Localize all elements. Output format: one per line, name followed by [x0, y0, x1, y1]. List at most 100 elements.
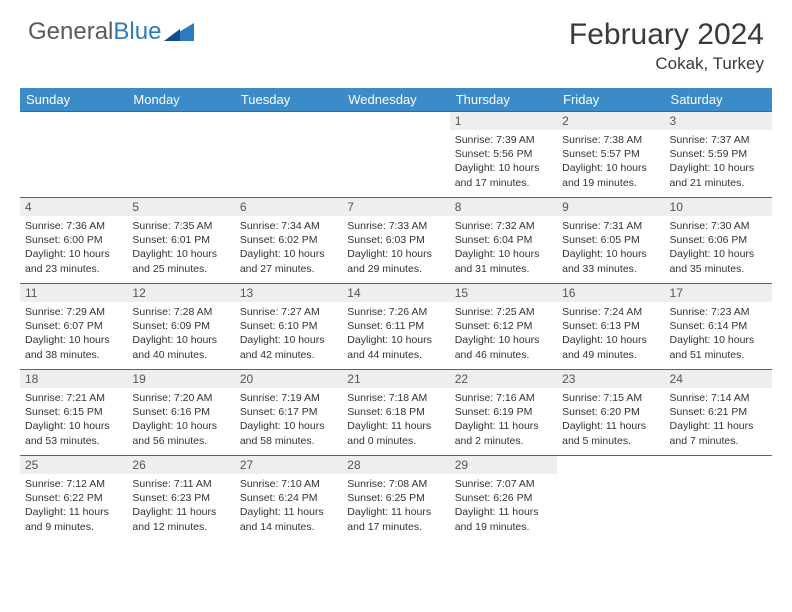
calendar-cell: [342, 111, 449, 197]
day-number: 12: [127, 284, 234, 302]
day-number: 4: [20, 198, 127, 216]
day-content: Sunrise: 7:38 AMSunset: 5:57 PMDaylight:…: [557, 130, 664, 194]
day-content: Sunrise: 7:14 AMSunset: 6:21 PMDaylight:…: [665, 388, 772, 452]
calendar-cell: 21Sunrise: 7:18 AMSunset: 6:18 PMDayligh…: [342, 369, 449, 455]
day-number: 8: [450, 198, 557, 216]
weekday-header: Thursday: [450, 88, 557, 111]
month-title: February 2024: [569, 18, 764, 52]
day-content: Sunrise: 7:26 AMSunset: 6:11 PMDaylight:…: [342, 302, 449, 366]
brand-text: GeneralBlue: [28, 18, 161, 46]
day-content: Sunrise: 7:21 AMSunset: 6:15 PMDaylight:…: [20, 388, 127, 452]
title-block: February 2024 Cokak, Turkey: [569, 18, 764, 74]
calendar-cell: 24Sunrise: 7:14 AMSunset: 6:21 PMDayligh…: [665, 369, 772, 455]
brand-triangle-icon: [164, 19, 194, 46]
calendar-cell: 4Sunrise: 7:36 AMSunset: 6:00 PMDaylight…: [20, 197, 127, 283]
weekday-header: Wednesday: [342, 88, 449, 111]
day-number: 20: [235, 370, 342, 388]
calendar-cell: 16Sunrise: 7:24 AMSunset: 6:13 PMDayligh…: [557, 283, 664, 369]
day-number: 15: [450, 284, 557, 302]
calendar-cell: 19Sunrise: 7:20 AMSunset: 6:16 PMDayligh…: [127, 369, 234, 455]
day-number: 17: [665, 284, 772, 302]
calendar-body: 1Sunrise: 7:39 AMSunset: 5:56 PMDaylight…: [20, 111, 772, 541]
day-content: Sunrise: 7:39 AMSunset: 5:56 PMDaylight:…: [450, 130, 557, 194]
calendar-cell: 23Sunrise: 7:15 AMSunset: 6:20 PMDayligh…: [557, 369, 664, 455]
day-content: Sunrise: 7:25 AMSunset: 6:12 PMDaylight:…: [450, 302, 557, 366]
day-content: Sunrise: 7:12 AMSunset: 6:22 PMDaylight:…: [20, 474, 127, 538]
calendar-cell: 8Sunrise: 7:32 AMSunset: 6:04 PMDaylight…: [450, 197, 557, 283]
day-content: Sunrise: 7:18 AMSunset: 6:18 PMDaylight:…: [342, 388, 449, 452]
weekday-header: Friday: [557, 88, 664, 111]
header: GeneralBlue February 2024 Cokak, Turkey: [0, 0, 792, 82]
day-content: Sunrise: 7:31 AMSunset: 6:05 PMDaylight:…: [557, 216, 664, 280]
day-content: Sunrise: 7:37 AMSunset: 5:59 PMDaylight:…: [665, 130, 772, 194]
day-number: 9: [557, 198, 664, 216]
calendar-row: 25Sunrise: 7:12 AMSunset: 6:22 PMDayligh…: [20, 455, 772, 541]
calendar-cell: 27Sunrise: 7:10 AMSunset: 6:24 PMDayligh…: [235, 455, 342, 541]
calendar-row: 18Sunrise: 7:21 AMSunset: 6:15 PMDayligh…: [20, 369, 772, 455]
calendar-cell: 9Sunrise: 7:31 AMSunset: 6:05 PMDaylight…: [557, 197, 664, 283]
day-number: 27: [235, 456, 342, 474]
day-content: Sunrise: 7:19 AMSunset: 6:17 PMDaylight:…: [235, 388, 342, 452]
day-number: 13: [235, 284, 342, 302]
calendar-cell: [557, 455, 664, 541]
day-number: 11: [20, 284, 127, 302]
day-content: Sunrise: 7:34 AMSunset: 6:02 PMDaylight:…: [235, 216, 342, 280]
weekday-header: Sunday: [20, 88, 127, 111]
day-content: Sunrise: 7:20 AMSunset: 6:16 PMDaylight:…: [127, 388, 234, 452]
calendar-cell: 2Sunrise: 7:38 AMSunset: 5:57 PMDaylight…: [557, 111, 664, 197]
calendar-cell: [127, 111, 234, 197]
day-content: Sunrise: 7:35 AMSunset: 6:01 PMDaylight:…: [127, 216, 234, 280]
day-number: 29: [450, 456, 557, 474]
calendar-cell: 6Sunrise: 7:34 AMSunset: 6:02 PMDaylight…: [235, 197, 342, 283]
calendar-cell: 1Sunrise: 7:39 AMSunset: 5:56 PMDaylight…: [450, 111, 557, 197]
day-content: Sunrise: 7:30 AMSunset: 6:06 PMDaylight:…: [665, 216, 772, 280]
day-number: 24: [665, 370, 772, 388]
day-content: Sunrise: 7:24 AMSunset: 6:13 PMDaylight:…: [557, 302, 664, 366]
calendar-cell: 26Sunrise: 7:11 AMSunset: 6:23 PMDayligh…: [127, 455, 234, 541]
day-number: 22: [450, 370, 557, 388]
calendar-cell: 10Sunrise: 7:30 AMSunset: 6:06 PMDayligh…: [665, 197, 772, 283]
day-number: 25: [20, 456, 127, 474]
calendar-cell: 7Sunrise: 7:33 AMSunset: 6:03 PMDaylight…: [342, 197, 449, 283]
calendar-row: 4Sunrise: 7:36 AMSunset: 6:00 PMDaylight…: [20, 197, 772, 283]
day-number: 7: [342, 198, 449, 216]
calendar-cell: [665, 455, 772, 541]
weekday-header: Monday: [127, 88, 234, 111]
day-content: Sunrise: 7:27 AMSunset: 6:10 PMDaylight:…: [235, 302, 342, 366]
calendar-row: 1Sunrise: 7:39 AMSunset: 5:56 PMDaylight…: [20, 111, 772, 197]
calendar-cell: 22Sunrise: 7:16 AMSunset: 6:19 PMDayligh…: [450, 369, 557, 455]
brand-part2: Blue: [113, 18, 161, 45]
day-number: 2: [557, 112, 664, 130]
brand-logo: GeneralBlue: [28, 18, 194, 46]
calendar-row: 11Sunrise: 7:29 AMSunset: 6:07 PMDayligh…: [20, 283, 772, 369]
day-content: Sunrise: 7:32 AMSunset: 6:04 PMDaylight:…: [450, 216, 557, 280]
weekday-header-row: SundayMondayTuesdayWednesdayThursdayFrid…: [20, 88, 772, 111]
calendar-cell: 14Sunrise: 7:26 AMSunset: 6:11 PMDayligh…: [342, 283, 449, 369]
calendar-cell: 18Sunrise: 7:21 AMSunset: 6:15 PMDayligh…: [20, 369, 127, 455]
day-content: Sunrise: 7:16 AMSunset: 6:19 PMDaylight:…: [450, 388, 557, 452]
day-number: 6: [235, 198, 342, 216]
weekday-header: Saturday: [665, 88, 772, 111]
weekday-header: Tuesday: [235, 88, 342, 111]
day-number: 1: [450, 112, 557, 130]
calendar-cell: 17Sunrise: 7:23 AMSunset: 6:14 PMDayligh…: [665, 283, 772, 369]
day-content: Sunrise: 7:33 AMSunset: 6:03 PMDaylight:…: [342, 216, 449, 280]
calendar-cell: 11Sunrise: 7:29 AMSunset: 6:07 PMDayligh…: [20, 283, 127, 369]
calendar-table: SundayMondayTuesdayWednesdayThursdayFrid…: [20, 88, 772, 541]
calendar-cell: [20, 111, 127, 197]
day-content: Sunrise: 7:15 AMSunset: 6:20 PMDaylight:…: [557, 388, 664, 452]
day-content: Sunrise: 7:23 AMSunset: 6:14 PMDaylight:…: [665, 302, 772, 366]
day-number: 5: [127, 198, 234, 216]
day-number: 26: [127, 456, 234, 474]
day-number: 10: [665, 198, 772, 216]
calendar-cell: 20Sunrise: 7:19 AMSunset: 6:17 PMDayligh…: [235, 369, 342, 455]
calendar-cell: 29Sunrise: 7:07 AMSunset: 6:26 PMDayligh…: [450, 455, 557, 541]
calendar-cell: 12Sunrise: 7:28 AMSunset: 6:09 PMDayligh…: [127, 283, 234, 369]
day-content: Sunrise: 7:08 AMSunset: 6:25 PMDaylight:…: [342, 474, 449, 538]
day-content: Sunrise: 7:11 AMSunset: 6:23 PMDaylight:…: [127, 474, 234, 538]
calendar-cell: 5Sunrise: 7:35 AMSunset: 6:01 PMDaylight…: [127, 197, 234, 283]
calendar-cell: 28Sunrise: 7:08 AMSunset: 6:25 PMDayligh…: [342, 455, 449, 541]
day-content: Sunrise: 7:07 AMSunset: 6:26 PMDaylight:…: [450, 474, 557, 538]
day-content: Sunrise: 7:10 AMSunset: 6:24 PMDaylight:…: [235, 474, 342, 538]
day-content: Sunrise: 7:36 AMSunset: 6:00 PMDaylight:…: [20, 216, 127, 280]
